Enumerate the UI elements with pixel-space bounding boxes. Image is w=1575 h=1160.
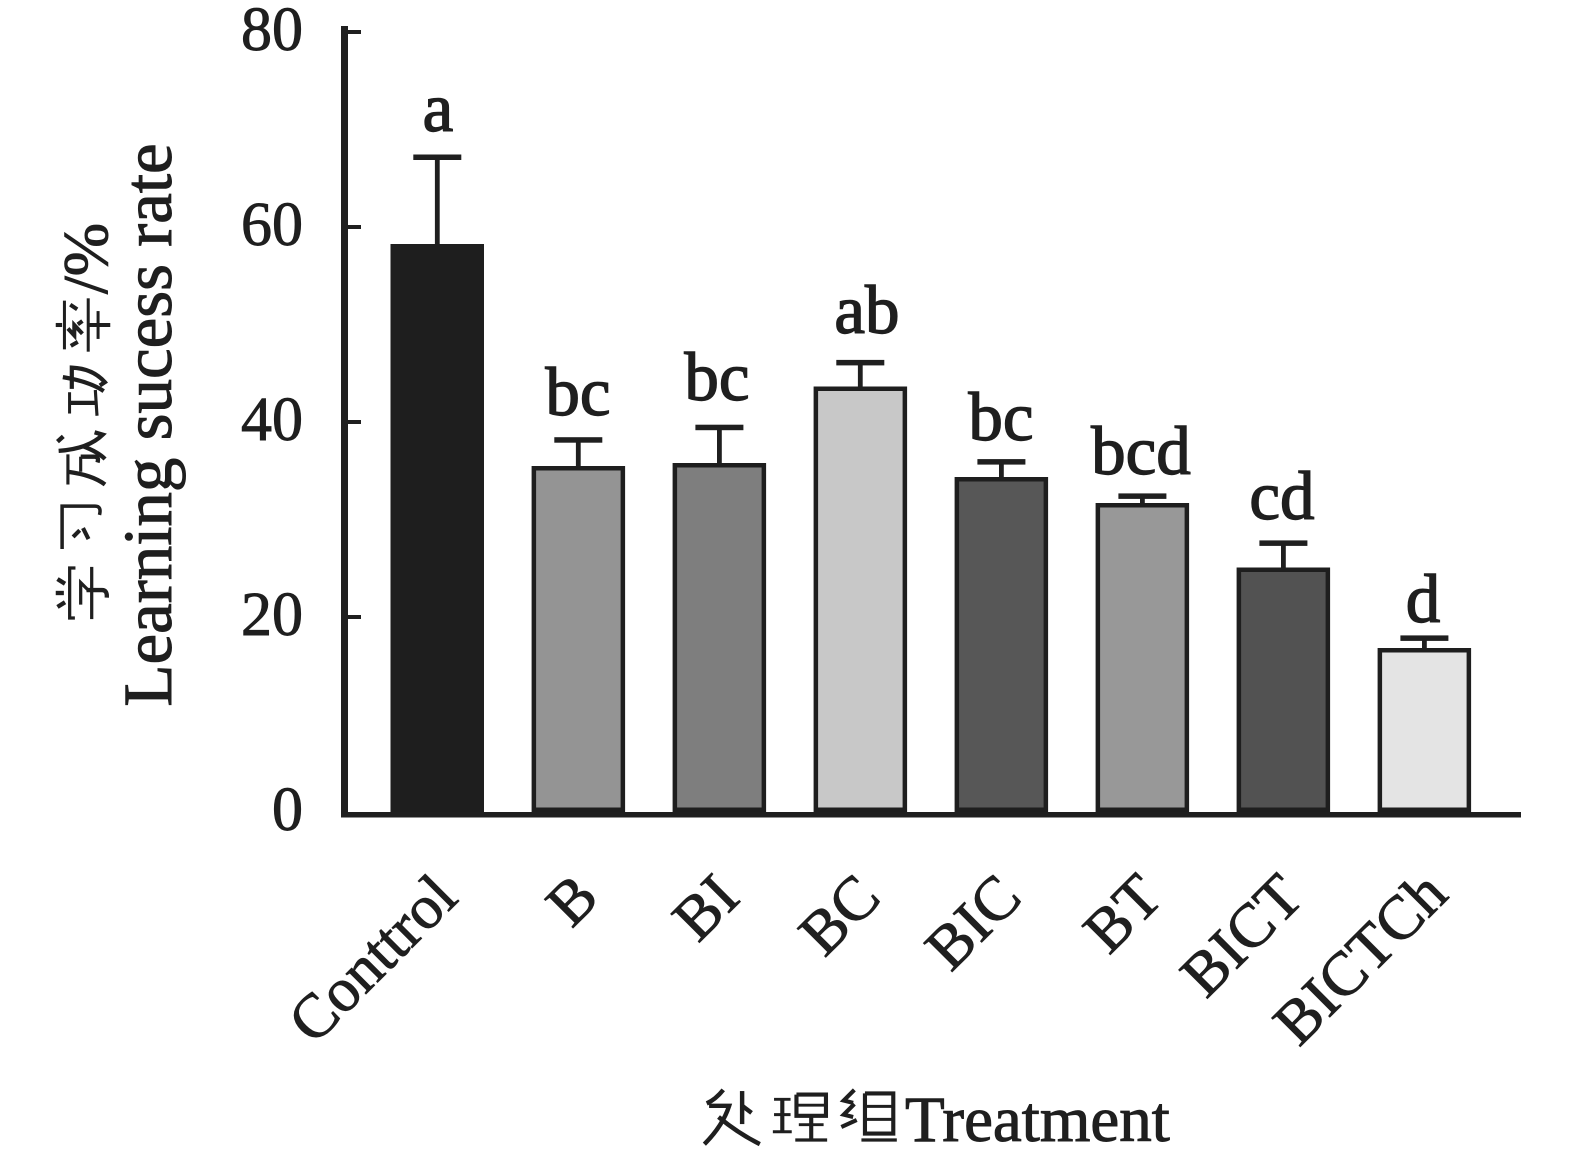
svg-text:bcd: bcd: [1091, 413, 1191, 489]
svg-text:Treatment: Treatment: [905, 1084, 1170, 1156]
svg-text:/%: /%: [50, 223, 121, 294]
svg-text:bc: bc: [545, 354, 610, 430]
svg-text:a: a: [423, 70, 454, 146]
svg-text:80: 80: [241, 0, 303, 64]
svg-text:0: 0: [272, 776, 303, 844]
svg-text:40: 40: [241, 386, 303, 454]
svg-text:Learning sucess rate: Learning sucess rate: [110, 143, 186, 706]
svg-text:ab: ab: [834, 272, 899, 348]
svg-text:cd: cd: [1249, 458, 1314, 534]
svg-text:bc: bc: [968, 379, 1033, 455]
svg-text:bc: bc: [684, 339, 749, 415]
svg-text:60: 60: [241, 191, 303, 259]
svg-text:20: 20: [241, 581, 303, 649]
svg-text:d: d: [1406, 561, 1441, 637]
